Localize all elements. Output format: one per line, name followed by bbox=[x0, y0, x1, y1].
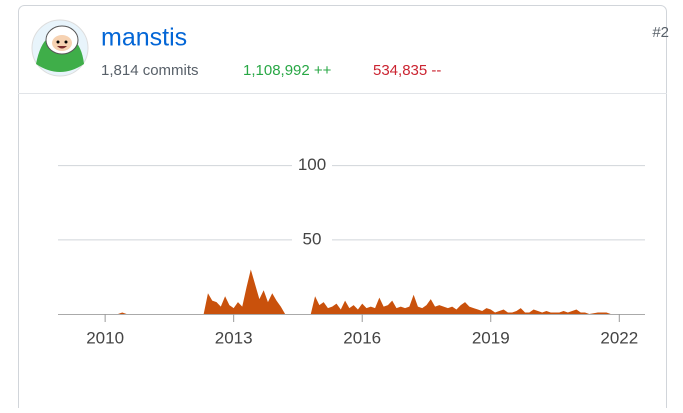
x-tick-label: 2013 bbox=[215, 328, 253, 347]
avatar[interactable] bbox=[31, 19, 89, 77]
y-tick-label: 100 bbox=[298, 155, 326, 174]
rank: #2 bbox=[652, 24, 669, 41]
x-tick-label: 2022 bbox=[600, 328, 638, 347]
user-name[interactable]: manstis bbox=[101, 24, 187, 52]
y-tick-label-bg bbox=[292, 229, 332, 250]
x-tick-label: 2016 bbox=[343, 328, 381, 347]
y-tick-label-bg bbox=[292, 155, 332, 176]
deletions: 534,835 -- bbox=[373, 62, 441, 79]
commit-count: 1,814 commits bbox=[101, 62, 199, 79]
x-tick-label: 2019 bbox=[472, 328, 510, 347]
y-tick-label: 50 bbox=[303, 229, 322, 248]
x-tick-label: 2010 bbox=[86, 328, 124, 347]
additions: 1,108,992 ++ bbox=[243, 62, 332, 79]
